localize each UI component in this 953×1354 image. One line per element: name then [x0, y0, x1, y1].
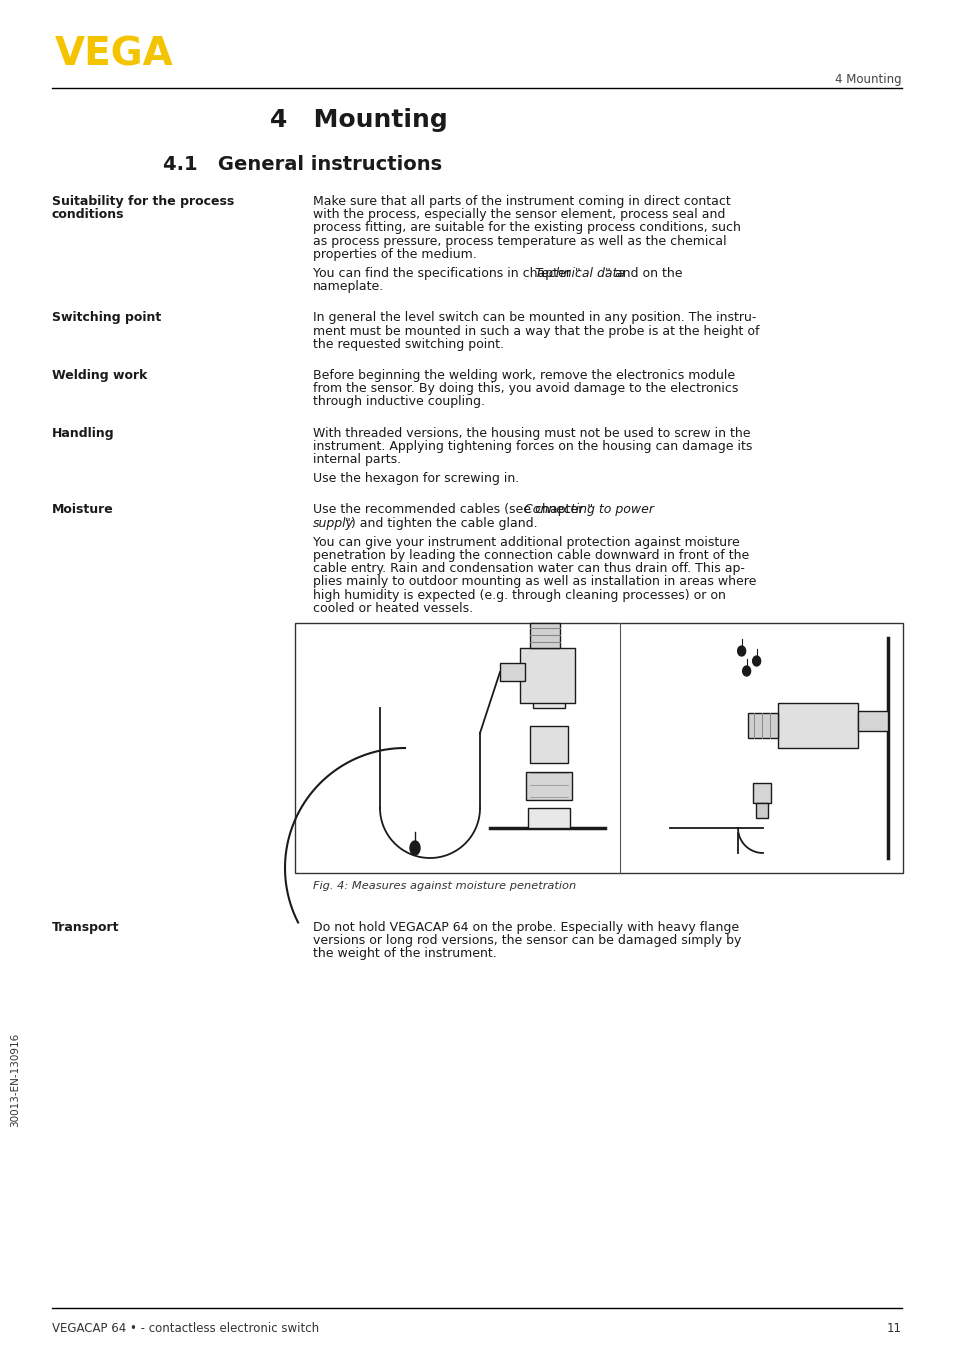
- Bar: [533, 653, 564, 708]
- Text: Handling: Handling: [52, 427, 114, 440]
- Text: penetration by leading the connection cable downward in front of the: penetration by leading the connection ca…: [313, 548, 748, 562]
- Bar: [778, 703, 857, 747]
- Text: Do not hold VEGACAP 64 on the probe. Especially with heavy flange: Do not hold VEGACAP 64 on the probe. Esp…: [313, 921, 739, 934]
- Text: cable entry. Rain and condensation water can thus drain off. This ap-: cable entry. Rain and condensation water…: [313, 562, 744, 575]
- Bar: [519, 649, 575, 703]
- Text: You can find the specifications in chapter ": You can find the specifications in chapt…: [313, 267, 580, 280]
- Text: cooled or heated vessels.: cooled or heated vessels.: [313, 601, 473, 615]
- Polygon shape: [742, 666, 750, 676]
- Text: 4   Mounting: 4 Mounting: [270, 108, 447, 131]
- Bar: [747, 714, 778, 738]
- Text: Suitability for the process: Suitability for the process: [52, 195, 234, 209]
- Text: 11: 11: [886, 1322, 901, 1335]
- Text: With threaded versions, the housing must not be used to screw in the: With threaded versions, the housing must…: [313, 427, 750, 440]
- Text: Use the recommended cables (see chapter ": Use the recommended cables (see chapter …: [313, 504, 593, 516]
- Bar: [294, 623, 902, 873]
- Text: Connecting to power: Connecting to power: [523, 504, 654, 516]
- Text: from the sensor. By doing this, you avoid damage to the electronics: from the sensor. By doing this, you avoi…: [313, 382, 738, 395]
- Bar: [530, 623, 559, 649]
- Bar: [527, 808, 569, 829]
- Text: Use the hexagon for screwing in.: Use the hexagon for screwing in.: [313, 473, 518, 485]
- Text: plies mainly to outdoor mounting as well as installation in areas where: plies mainly to outdoor mounting as well…: [313, 575, 756, 589]
- Text: In general the level switch can be mounted in any position. The instru-: In general the level switch can be mount…: [313, 311, 756, 325]
- Text: Welding work: Welding work: [52, 370, 147, 382]
- Text: Before beginning the welding work, remove the electronics module: Before beginning the welding work, remov…: [313, 370, 735, 382]
- Text: properties of the medium.: properties of the medium.: [313, 248, 476, 261]
- Text: 30013-EN-130916: 30013-EN-130916: [10, 1033, 20, 1127]
- Text: " and on the: " and on the: [605, 267, 682, 280]
- Text: You can give your instrument additional protection against moisture: You can give your instrument additional …: [313, 536, 739, 548]
- Text: Make sure that all parts of the instrument coming in direct contact: Make sure that all parts of the instrume…: [313, 195, 730, 209]
- Text: versions or long rod versions, the sensor can be damaged simply by: versions or long rod versions, the senso…: [313, 934, 740, 948]
- Text: the weight of the instrument.: the weight of the instrument.: [313, 948, 497, 960]
- Text: VEGA: VEGA: [55, 35, 173, 73]
- Text: Technical data: Technical data: [535, 267, 624, 280]
- Bar: [752, 783, 770, 803]
- Polygon shape: [752, 657, 760, 666]
- Polygon shape: [737, 646, 745, 655]
- Bar: [857, 711, 887, 731]
- Bar: [755, 803, 767, 818]
- Text: ment must be mounted in such a way that the probe is at the height of: ment must be mounted in such a way that …: [313, 325, 759, 337]
- Text: with the process, especially the sensor element, process seal and: with the process, especially the sensor …: [313, 209, 724, 221]
- Text: 4.1   General instructions: 4.1 General instructions: [163, 154, 441, 175]
- Text: VEGACAP 64 • - contactless electronic switch: VEGACAP 64 • - contactless electronic sw…: [52, 1322, 319, 1335]
- Text: Moisture: Moisture: [52, 504, 113, 516]
- Text: conditions: conditions: [52, 209, 125, 221]
- Text: through inductive coupling.: through inductive coupling.: [313, 395, 484, 409]
- Text: Switching point: Switching point: [52, 311, 161, 325]
- Polygon shape: [410, 841, 419, 854]
- Text: supply: supply: [313, 517, 354, 529]
- Text: Fig. 4: Measures against moisture penetration: Fig. 4: Measures against moisture penetr…: [313, 881, 576, 891]
- Text: process fitting, are suitable for the existing process conditions, such: process fitting, are suitable for the ex…: [313, 222, 740, 234]
- Text: as process pressure, process temperature as well as the chemical: as process pressure, process temperature…: [313, 234, 726, 248]
- Text: instrument. Applying tightening forces on the housing can damage its: instrument. Applying tightening forces o…: [313, 440, 752, 452]
- Text: high humidity is expected (e.g. through cleaning processes) or on: high humidity is expected (e.g. through …: [313, 589, 725, 601]
- Text: internal parts.: internal parts.: [313, 454, 400, 466]
- Bar: [525, 772, 572, 800]
- Bar: [499, 663, 524, 681]
- Text: Transport: Transport: [52, 921, 119, 934]
- Text: the requested switching point.: the requested switching point.: [313, 337, 503, 351]
- Text: 4 Mounting: 4 Mounting: [835, 73, 901, 87]
- Text: ") and tighten the cable gland.: ") and tighten the cable gland.: [344, 517, 537, 529]
- Bar: [530, 726, 567, 764]
- Text: nameplate.: nameplate.: [313, 280, 384, 294]
